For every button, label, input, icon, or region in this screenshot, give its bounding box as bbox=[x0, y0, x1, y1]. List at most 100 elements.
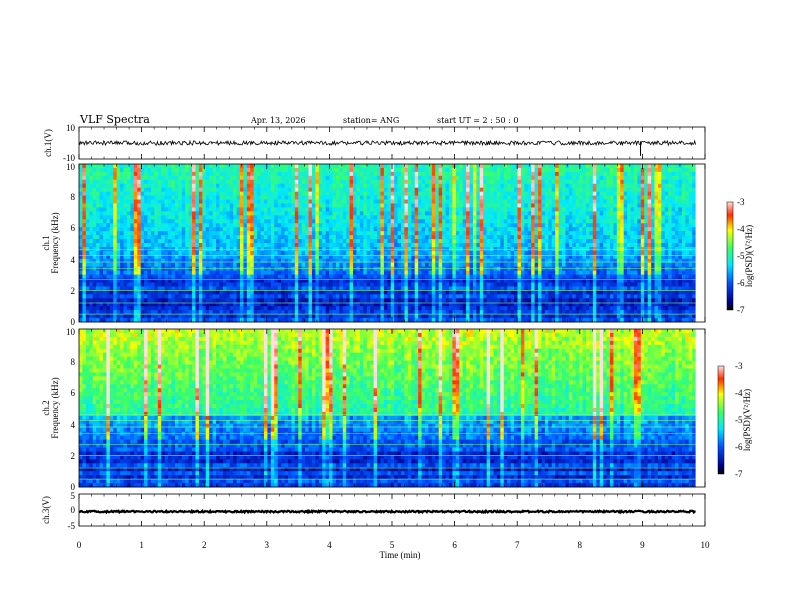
spectrogram-cell bbox=[582, 195, 587, 200]
spectrogram-cell bbox=[613, 219, 618, 224]
spectrogram-cell bbox=[462, 199, 467, 204]
spectrogram-cell bbox=[490, 211, 494, 216]
spectrogram-cell bbox=[390, 207, 395, 212]
spectrogram-cell bbox=[178, 179, 183, 185]
spectrogram-cell bbox=[551, 239, 556, 244]
spectrogram-cell bbox=[565, 211, 570, 216]
spectrogram-cell bbox=[353, 258, 357, 264]
spectrogram-cell bbox=[616, 231, 621, 236]
spectrogram-cell bbox=[308, 191, 313, 196]
spectrogram-cell bbox=[671, 262, 676, 268]
spectrogram-cell bbox=[126, 167, 131, 173]
spectrogram-cell bbox=[490, 223, 494, 228]
spectrogram-cell bbox=[335, 219, 340, 224]
spectrogram-cell bbox=[555, 223, 559, 228]
spectrogram-cell bbox=[339, 175, 344, 181]
spectrogram-cell bbox=[555, 227, 559, 232]
spectrogram-cell bbox=[524, 207, 529, 212]
spectrogram-cell bbox=[260, 270, 265, 275]
spectrogram-cell bbox=[85, 167, 90, 173]
spectrogram-cell bbox=[161, 254, 166, 260]
spectrogram-cell bbox=[486, 262, 491, 268]
spectrogram-cell bbox=[603, 191, 607, 196]
spectrogram-cell bbox=[599, 195, 604, 200]
spectrogram-cell bbox=[260, 223, 265, 228]
spectrogram-cell bbox=[483, 171, 488, 177]
spectrogram-cell bbox=[538, 171, 542, 177]
spectrogram-cell bbox=[397, 211, 402, 216]
spectrogram-cell bbox=[486, 231, 491, 236]
spectrogram-cell bbox=[424, 195, 429, 200]
spectrogram-cell bbox=[397, 179, 402, 185]
spectrogram-cell bbox=[579, 215, 583, 220]
spectrogram-cell bbox=[445, 215, 450, 220]
spectrogram-cell bbox=[596, 203, 601, 208]
spectrogram-cell bbox=[209, 167, 213, 173]
spectrogram-cell bbox=[109, 199, 114, 204]
spectrogram-cell bbox=[404, 175, 409, 181]
spectrogram-cell bbox=[346, 266, 351, 272]
spectrogram-cell bbox=[226, 219, 231, 224]
spectrogram-cell bbox=[277, 235, 282, 240]
spectrogram-cell bbox=[332, 187, 337, 193]
spectrogram-cell bbox=[202, 243, 207, 248]
spectrogram-cell bbox=[681, 266, 686, 272]
spectrogram-cell bbox=[579, 199, 583, 204]
spectrogram-cell bbox=[562, 262, 566, 268]
spectrogram-cell bbox=[270, 219, 275, 224]
spectrogram-cell bbox=[390, 223, 395, 228]
spectrogram-cell bbox=[651, 235, 655, 240]
spectrogram-cell bbox=[558, 199, 563, 204]
spectrogram-cell bbox=[222, 207, 227, 212]
spectrogram-cell bbox=[469, 239, 474, 244]
spectrogram-cell bbox=[229, 164, 234, 169]
spectrogram-cell bbox=[116, 203, 121, 208]
spectrogram-cell bbox=[414, 191, 419, 196]
spectrogram-cell bbox=[325, 239, 330, 244]
spectrogram-cell bbox=[534, 195, 539, 200]
spectrogram-cell bbox=[442, 183, 446, 189]
spectrogram-cell bbox=[661, 199, 666, 204]
spectrogram-cell bbox=[370, 203, 375, 208]
spectrogram-cell bbox=[205, 183, 210, 189]
spectrogram-cell bbox=[448, 164, 453, 169]
spectrogram-cell bbox=[168, 235, 172, 240]
spectrogram-cell bbox=[305, 243, 309, 248]
spectrogram-cell bbox=[675, 227, 679, 232]
spectrogram-cell bbox=[212, 235, 217, 240]
spectrogram-cell bbox=[479, 175, 484, 181]
spectrogram-cell bbox=[671, 266, 676, 272]
spectrogram-cell bbox=[520, 183, 525, 189]
spectrogram-cell bbox=[609, 171, 614, 177]
spectrogram-cell bbox=[675, 167, 679, 173]
spectrogram-cell bbox=[96, 266, 100, 272]
spectrogram-cell bbox=[541, 243, 546, 248]
spectrogram-cell bbox=[311, 215, 316, 220]
spectrogram-cell bbox=[592, 219, 597, 224]
spectrogram-cell bbox=[688, 195, 693, 200]
spectrogram-cell bbox=[548, 207, 553, 212]
spectrogram-cell bbox=[79, 231, 83, 236]
spectrogram-cell bbox=[366, 191, 371, 196]
spectrogram-cell bbox=[202, 211, 207, 216]
spectrogram-cell bbox=[476, 191, 481, 196]
spectrogram-cell bbox=[627, 199, 631, 204]
spectrogram-cell bbox=[544, 250, 549, 256]
spectrogram-cell bbox=[240, 262, 244, 268]
spectrogram-cell bbox=[503, 266, 508, 272]
spectrogram-cell bbox=[692, 175, 697, 181]
spectrogram-cell bbox=[133, 171, 138, 177]
spectrogram-cell bbox=[431, 171, 436, 177]
spectrogram-cell bbox=[298, 235, 303, 240]
spectrogram-cell bbox=[198, 231, 203, 236]
spectrogram-cell bbox=[240, 270, 244, 275]
spectrogram-cell bbox=[92, 258, 97, 264]
spectrogram-cell bbox=[558, 223, 563, 228]
spectrogram-cell bbox=[657, 179, 662, 185]
spectrogram-cell bbox=[479, 211, 484, 216]
spectrogram-cell bbox=[287, 171, 292, 177]
spectrogram-cell bbox=[267, 179, 272, 185]
spectrogram-cell bbox=[644, 223, 649, 228]
spectrogram-cell bbox=[332, 223, 337, 228]
spectrogram-cell bbox=[277, 211, 282, 216]
